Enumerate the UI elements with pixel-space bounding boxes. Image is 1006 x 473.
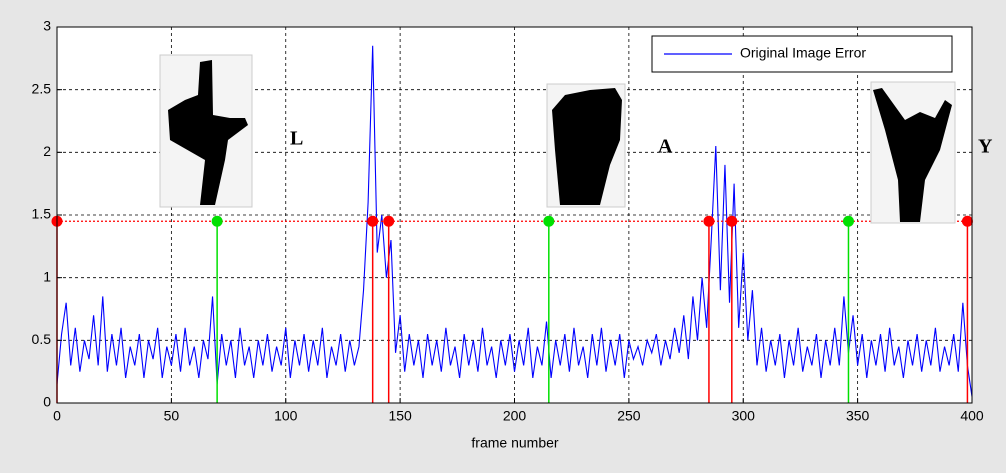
y-tick-label: 1 <box>43 268 51 284</box>
x-tick-label: 200 <box>503 408 527 424</box>
segment-dot <box>543 215 555 227</box>
x-tick-label: 300 <box>732 408 756 424</box>
y-tick-label: 1.5 <box>32 206 52 222</box>
annotation: A <box>658 136 673 158</box>
x-tick-label: 100 <box>274 408 298 424</box>
x-tick-label: 50 <box>164 408 180 424</box>
legend-label: Original Image Error <box>740 45 866 61</box>
y-tick-label: 2 <box>43 143 51 159</box>
x-tick-label: 350 <box>846 408 870 424</box>
y-tick-label: 2.5 <box>32 80 52 96</box>
series-line <box>56 45 973 397</box>
segment-dot <box>703 215 715 227</box>
segment-dot <box>383 215 395 227</box>
segment-dot <box>211 215 223 227</box>
hand-image-l <box>159 54 253 208</box>
x-tick-label: 150 <box>388 408 412 424</box>
annotation: Y <box>978 136 993 158</box>
annotation: L <box>290 128 303 150</box>
y-tick-label: 0 <box>43 394 51 410</box>
legend: Original Image Error <box>651 35 953 73</box>
x-tick-label: 0 <box>53 408 61 424</box>
segment-dot <box>726 215 738 227</box>
y-tick-label: 3 <box>43 18 51 34</box>
segment-dot <box>961 215 973 227</box>
x-tick-label: 400 <box>960 408 984 424</box>
x-tick-label: 250 <box>617 408 641 424</box>
y-tick-label: 0.5 <box>32 331 52 347</box>
hand-image-a <box>546 83 626 208</box>
x-axis-label: frame number <box>471 435 558 451</box>
segment-dot <box>842 215 854 227</box>
hand-image-y <box>870 81 956 224</box>
segment-dot <box>367 215 379 227</box>
